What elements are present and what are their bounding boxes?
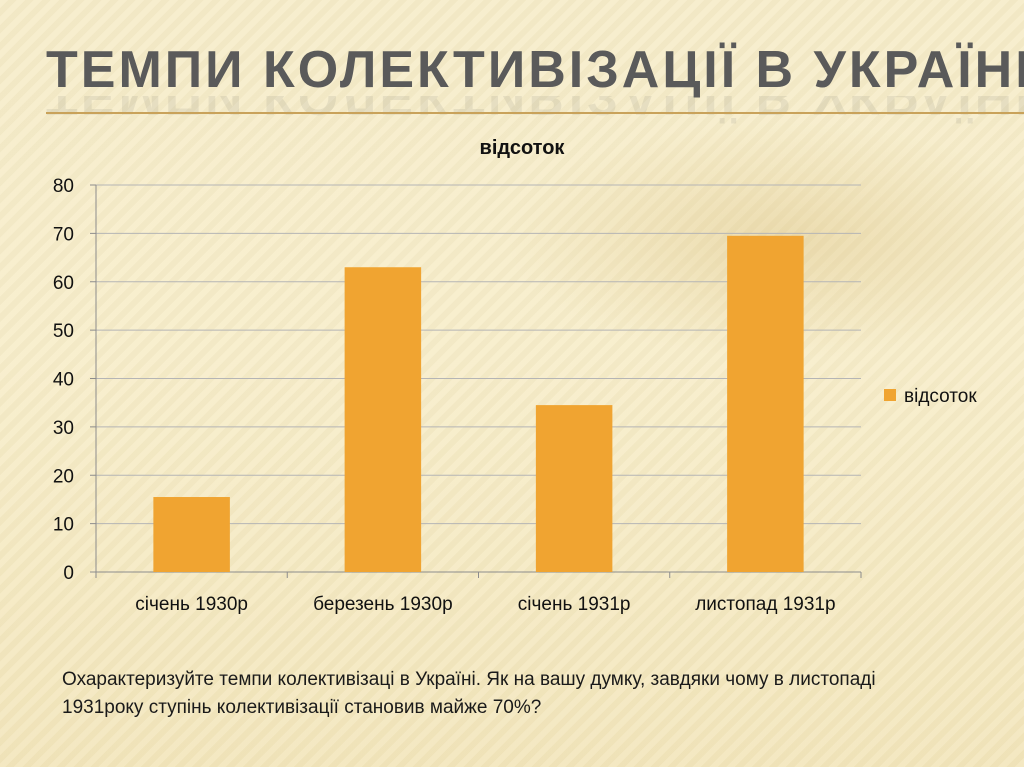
x-tick-label: листопад 1931р <box>695 594 835 615</box>
tick-labels: 0 10 20 30 40 50 60 70 80 січень 1930р березень 19… <box>53 176 836 615</box>
x-tick-label: січень 1931р <box>518 594 631 615</box>
bars <box>153 235 804 572</box>
y-tick-label: 60 <box>53 273 74 294</box>
bar <box>153 497 230 572</box>
legend: відсоток <box>884 386 977 407</box>
chart-title: відсоток <box>480 137 566 159</box>
y-tick-label: 30 <box>53 418 74 439</box>
x-tick-label: березень 1930р <box>313 594 453 615</box>
bar <box>535 405 613 572</box>
bar <box>344 267 422 572</box>
y-tick-label: 0 <box>63 563 74 584</box>
x-tick-label: січень 1930р <box>135 594 248 615</box>
y-tick-label: 50 <box>53 321 74 342</box>
bar <box>727 235 804 572</box>
y-tick-label: 80 <box>53 176 74 197</box>
slide-title: Темпи колективізації в Україні. <box>46 41 1024 99</box>
y-tick-label: 40 <box>53 370 74 391</box>
legend-swatch <box>884 389 896 401</box>
y-tick-label: 20 <box>53 466 74 487</box>
legend-label: відсоток <box>904 386 977 407</box>
y-tick-label: 10 <box>53 515 74 536</box>
question-text: Охарактеризуйте темпи колективізаці в Ук… <box>62 669 876 718</box>
y-tick-label: 70 <box>53 224 74 245</box>
title-rule <box>46 112 1024 114</box>
